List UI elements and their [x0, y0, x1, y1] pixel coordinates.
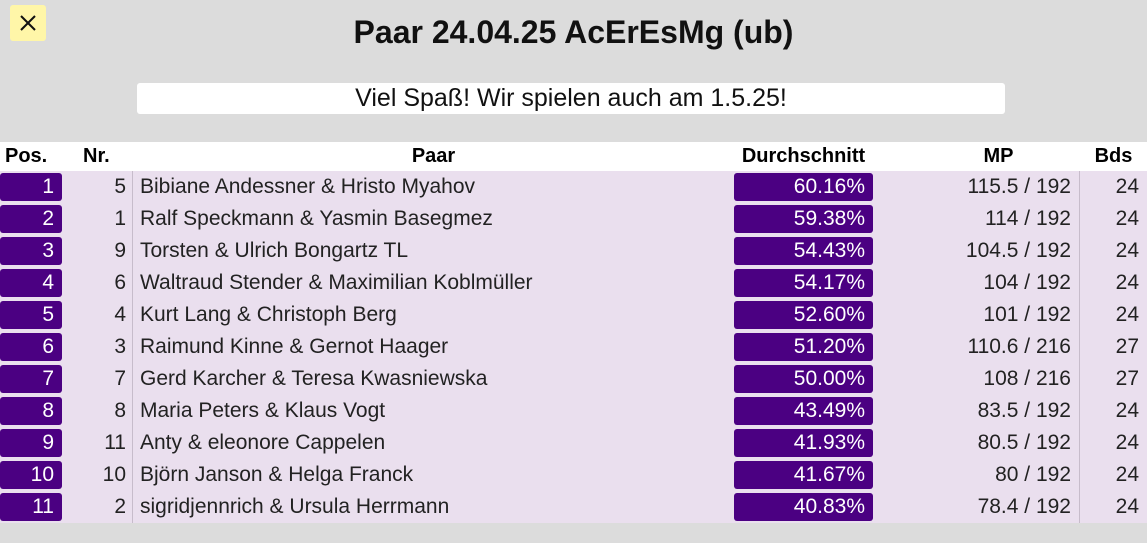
close-button[interactable]	[10, 5, 46, 41]
header-mp[interactable]: MP	[983, 145, 1014, 167]
average-badge: 40.83%	[734, 493, 873, 521]
average-badge: 50.00%	[734, 365, 873, 393]
matchpoints: 101 / 192	[873, 299, 1080, 331]
average-badge: 52.60%	[734, 301, 873, 329]
matchpoints: 104.5 / 192	[873, 235, 1080, 267]
table-row[interactable]: 2 1 Ralf Speckmann & Yasmin Basegmez 59.38%…	[0, 203, 1147, 235]
pair-number: 1	[62, 203, 133, 235]
boards-count: 27	[1115, 367, 1139, 390]
boards-count: 24	[1115, 399, 1139, 422]
average-badge: 51.20%	[734, 333, 873, 361]
average-badge: 59.38%	[734, 205, 873, 233]
position-badge: 7	[0, 365, 62, 393]
pair-names[interactable]: Torsten & Ulrich Bongartz TL	[140, 239, 409, 262]
position-badge: 9	[0, 429, 62, 457]
header-pos[interactable]: Pos.	[5, 145, 48, 167]
matchpoints: 104 / 192	[873, 267, 1080, 299]
pair-number: 4	[62, 299, 133, 331]
pair-number: 7	[62, 363, 133, 395]
pair-names[interactable]: Gerd Karcher & Teresa Kwasniewska	[140, 367, 488, 390]
matchpoints: 114 / 192	[873, 203, 1080, 235]
boards-count: 24	[1115, 463, 1139, 486]
boards-count: 24	[1115, 431, 1139, 454]
table-row[interactable]: 8 8 Maria Peters & Klaus Vogt 43.49% 83.5 / …	[0, 395, 1147, 427]
pair-number: 5	[62, 171, 133, 203]
pair-number: 3	[62, 331, 133, 363]
boards-count: 24	[1115, 207, 1139, 230]
matchpoints: 78.4 / 192	[873, 491, 1080, 523]
announcement-banner: Viel Spaß! Wir spielen auch am 1.5.25!	[137, 83, 1005, 114]
position-badge: 11	[0, 493, 62, 521]
boards-count: 24	[1115, 271, 1139, 294]
matchpoints: 115.5 / 192	[873, 171, 1080, 203]
average-badge: 54.43%	[734, 237, 873, 265]
position-badge: 6	[0, 333, 62, 361]
results-table: Pos. Nr. Paar Durchschnitt MP Bds 1 5 Bibi…	[0, 142, 1147, 523]
position-badge: 1	[0, 173, 62, 201]
pair-names[interactable]: Ralf Speckmann & Yasmin Basegmez	[140, 207, 493, 230]
boards-count: 24	[1115, 495, 1139, 518]
position-badge: 10	[0, 461, 62, 489]
pair-names[interactable]: Bibiane Andessner & Hristo Myahov	[140, 175, 476, 198]
table-header: Pos. Nr. Paar Durchschnitt MP Bds	[0, 142, 1147, 171]
page-title: Paar 24.04.25 AcErEsMg (ub)	[353, 14, 794, 50]
table-row[interactable]: 5 4 Kurt Lang & Christoph Berg 52.60% 101 / …	[0, 299, 1147, 331]
pair-names[interactable]: Waltraud Stender & Maximilian Koblmüller	[140, 271, 533, 294]
table-row[interactable]: 3 9 Torsten & Ulrich Bongartz TL 54.43% 104.…	[0, 235, 1147, 267]
header-paar[interactable]: Paar	[411, 145, 456, 167]
pair-names[interactable]: Björn Janson & Helga Franck	[140, 463, 414, 486]
header-durchschnitt[interactable]: Durchschnitt	[741, 145, 866, 167]
average-badge: 54.17%	[734, 269, 873, 297]
pair-names[interactable]: Kurt Lang & Christoph Berg	[140, 303, 397, 326]
boards-count: 27	[1115, 335, 1139, 358]
average-badge: 43.49%	[734, 397, 873, 425]
pair-number: 6	[62, 267, 133, 299]
pair-number: 8	[62, 395, 133, 427]
matchpoints: 83.5 / 192	[873, 395, 1080, 427]
pair-names[interactable]: sigridjennrich & Ursula Herrmann	[140, 495, 450, 518]
table-row[interactable]: 11 2 sigridjennrich & Ursula Herrmann 40.83…	[0, 491, 1147, 523]
table-row[interactable]: 4 6 Waltraud Stender & Maximilian Koblmüll…	[0, 267, 1147, 299]
position-badge: 4	[0, 269, 62, 297]
pair-names[interactable]: Anty & eleonore Cappelen	[140, 431, 386, 454]
pair-number: 2	[62, 491, 133, 523]
table-row[interactable]: 10 10 Björn Janson & Helga Franck 41.67% 80 …	[0, 459, 1147, 491]
header-bds[interactable]: Bds	[1094, 145, 1133, 167]
position-badge: 8	[0, 397, 62, 425]
position-badge: 5	[0, 301, 62, 329]
position-badge: 2	[0, 205, 62, 233]
matchpoints: 108 / 216	[873, 363, 1080, 395]
boards-count: 24	[1115, 239, 1139, 262]
close-icon	[20, 15, 36, 31]
pair-names[interactable]: Maria Peters & Klaus Vogt	[140, 399, 386, 422]
average-badge: 41.93%	[734, 429, 873, 457]
pair-number: 9	[62, 235, 133, 267]
boards-count: 24	[1115, 303, 1139, 326]
average-badge: 41.67%	[734, 461, 873, 489]
matchpoints: 80 / 192	[873, 459, 1080, 491]
average-badge: 60.16%	[734, 173, 873, 201]
table-row[interactable]: 1 5 Bibiane Andessner & Hristo Myahov 60.16…	[0, 171, 1147, 203]
table-row[interactable]: 7 7 Gerd Karcher & Teresa Kwasniewska 50.00…	[0, 363, 1147, 395]
position-badge: 3	[0, 237, 62, 265]
header-nr[interactable]: Nr.	[83, 145, 110, 167]
table-row[interactable]: 6 3 Raimund Kinne & Gernot Haager 51.20% 110…	[0, 331, 1147, 363]
boards-count: 24	[1115, 175, 1139, 198]
pair-number: 11	[62, 427, 133, 459]
matchpoints: 110.6 / 216	[873, 331, 1080, 363]
table-row[interactable]: 9 11 Anty & eleonore Cappelen 41.93% 80.5 / …	[0, 427, 1147, 459]
pair-names[interactable]: Raimund Kinne & Gernot Haager	[140, 335, 449, 358]
pair-number: 10	[62, 459, 133, 491]
matchpoints: 80.5 / 192	[873, 427, 1080, 459]
